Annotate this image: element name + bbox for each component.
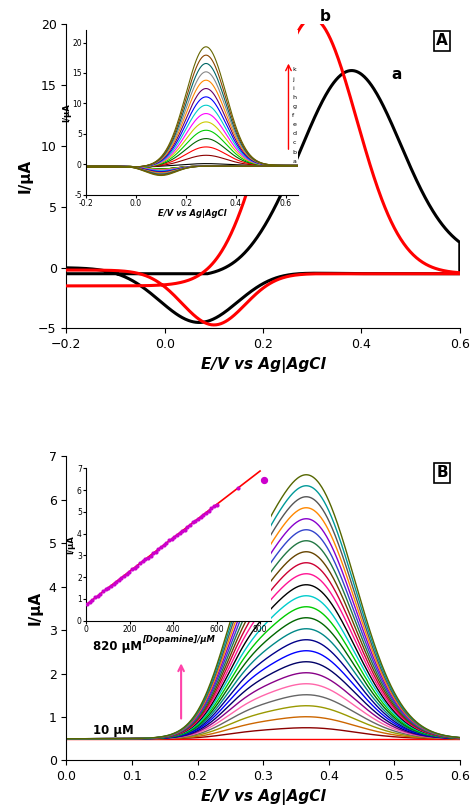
Text: b: b bbox=[319, 9, 330, 23]
Text: a: a bbox=[391, 67, 401, 82]
Text: 820 μM: 820 μM bbox=[92, 640, 142, 653]
Y-axis label: I/μA: I/μA bbox=[28, 591, 43, 625]
Text: 10 μM: 10 μM bbox=[92, 723, 133, 736]
Y-axis label: I/μA: I/μA bbox=[18, 159, 33, 193]
X-axis label: E/V vs Ag|AgCl: E/V vs Ag|AgCl bbox=[201, 789, 326, 805]
Text: B: B bbox=[437, 465, 448, 481]
Text: A: A bbox=[436, 33, 448, 49]
X-axis label: E/V vs Ag|AgCl: E/V vs Ag|AgCl bbox=[201, 357, 326, 373]
